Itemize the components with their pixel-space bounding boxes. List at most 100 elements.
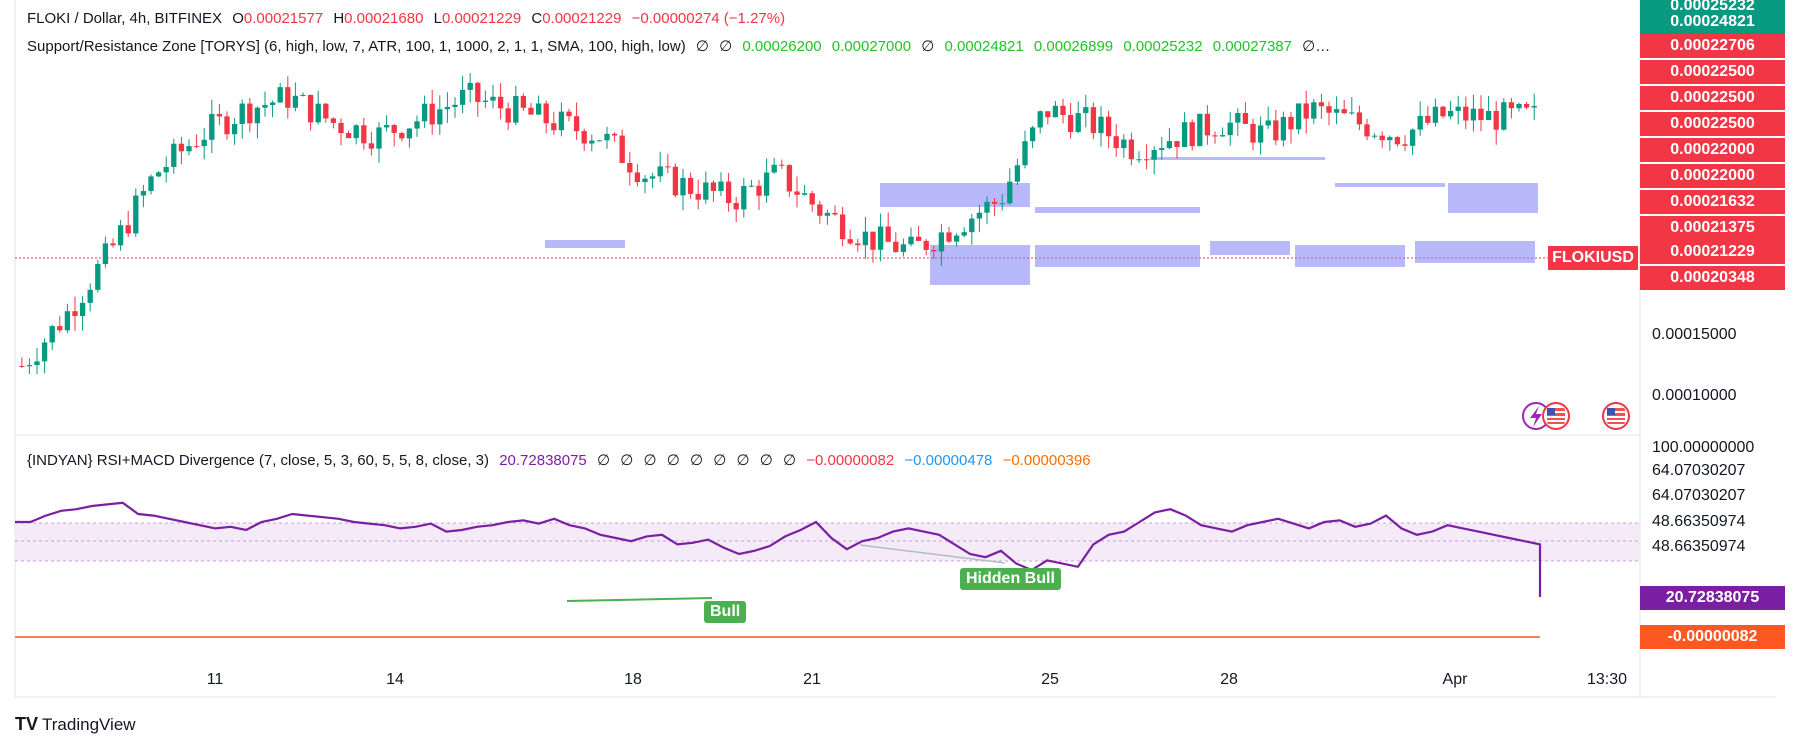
symbol-tag: FLOKIUSD xyxy=(1548,246,1638,270)
candle-body xyxy=(315,103,321,123)
ohlc-high: H0.00021680 xyxy=(333,10,424,27)
candle-body xyxy=(1212,135,1218,137)
candle-body xyxy=(1440,106,1446,117)
sr-zone xyxy=(880,183,1030,207)
candle-body xyxy=(497,96,504,109)
candle-body xyxy=(741,185,747,210)
candle-body xyxy=(34,361,40,366)
candle-body xyxy=(862,231,869,246)
candle-body xyxy=(1007,181,1013,204)
candle-body xyxy=(627,162,633,173)
candle-body xyxy=(839,214,846,240)
indicator2-legend[interactable]: {INDYAN} RSI+MACD Divergence (7, close, … xyxy=(27,452,1091,469)
candle-body xyxy=(513,95,519,123)
candle-body xyxy=(1295,103,1302,130)
candle-body xyxy=(1105,116,1112,137)
price-badge: 0.00022000 xyxy=(1640,164,1785,188)
candle-body xyxy=(1280,116,1287,141)
candle-body xyxy=(1516,104,1522,109)
candle-body xyxy=(573,116,580,132)
candle-body xyxy=(817,204,823,216)
candle-body xyxy=(1364,124,1370,137)
candle-body xyxy=(953,235,960,242)
candle-body xyxy=(338,122,344,134)
candle-body xyxy=(1523,104,1530,108)
symbol-legend[interactable]: FLOKI / Dollar, 4h, BITFINEX O0.00021577… xyxy=(27,10,791,27)
candle-body xyxy=(353,125,359,139)
candle-body xyxy=(680,177,686,196)
time-tick: 25 xyxy=(1041,671,1059,688)
candle-body xyxy=(452,104,458,108)
sr-zone xyxy=(930,245,1030,285)
candle-body xyxy=(1067,114,1074,132)
us-flag-icon[interactable] xyxy=(1602,402,1630,430)
candle-body xyxy=(1447,110,1454,117)
candle-body xyxy=(1098,116,1104,134)
candle-body xyxy=(1508,102,1515,109)
candle-body xyxy=(1326,106,1332,113)
candle-body xyxy=(1387,137,1393,141)
candle-body xyxy=(216,113,223,117)
sr-zone xyxy=(1415,241,1535,263)
candle-body xyxy=(1037,111,1043,128)
candle-body xyxy=(467,82,473,90)
candle-body xyxy=(1371,135,1378,137)
candle-body xyxy=(999,203,1005,205)
candle-body xyxy=(877,226,884,250)
indicator1-legend[interactable]: Support/Resistance Zone [TORYS] (6, high… xyxy=(27,38,1331,55)
candle-body xyxy=(1356,112,1363,125)
candle-body xyxy=(543,103,549,124)
candle-body xyxy=(133,195,139,234)
us-flag-icon[interactable] xyxy=(1542,402,1570,430)
candle-body xyxy=(1333,109,1340,113)
candle-body xyxy=(794,191,800,195)
candle-body xyxy=(801,193,808,195)
ohlc-low: L0.00021229 xyxy=(433,10,522,27)
candle-body xyxy=(718,181,724,191)
candle-body xyxy=(1227,122,1233,136)
candle-body xyxy=(224,116,230,135)
hidden-bull-divergence-line xyxy=(859,544,1006,564)
candle-body xyxy=(1083,107,1089,114)
candle-body xyxy=(1159,148,1165,151)
candle-body xyxy=(1029,127,1036,142)
price-badge: 0.00022000 xyxy=(1640,138,1785,162)
candle-body xyxy=(589,140,595,144)
candle-body xyxy=(1493,110,1499,130)
candle-body xyxy=(19,365,25,367)
candle-body xyxy=(703,182,709,200)
candle-body xyxy=(376,127,382,149)
candle-body xyxy=(1250,123,1256,143)
candle-body xyxy=(1090,107,1097,134)
indicator1-title: Support/Resistance Zone [TORYS] (6, high… xyxy=(27,38,686,55)
time-tick: 28 xyxy=(1220,671,1238,688)
candle-body xyxy=(391,125,397,133)
candle-body xyxy=(991,201,998,204)
candle-body xyxy=(687,177,694,194)
candle-body xyxy=(931,249,937,252)
candle-body xyxy=(923,240,929,250)
candle-body xyxy=(1273,120,1279,141)
time-tick: 21 xyxy=(803,671,821,688)
candle-body xyxy=(1136,159,1142,161)
candle-body xyxy=(779,164,785,166)
candle-body xyxy=(893,241,899,252)
candle-body xyxy=(406,128,413,139)
candle-body xyxy=(1052,105,1059,118)
candle-body xyxy=(1189,122,1195,147)
candle-body xyxy=(649,176,656,179)
price-badge: 0.00022500 xyxy=(1640,112,1785,136)
candle-body xyxy=(809,193,815,205)
candle-body xyxy=(1394,137,1401,145)
candle-body xyxy=(832,212,838,215)
candle-body xyxy=(1485,110,1492,121)
tradingview-logo[interactable]: TV TradingView xyxy=(15,714,136,735)
candle-body xyxy=(186,146,192,152)
rsi-axis-label: 64.07030207 xyxy=(1652,487,1746,504)
candle-body xyxy=(1075,113,1081,132)
price-badge: 0.00022706 xyxy=(1640,34,1785,58)
price-tick: 0.00015000 xyxy=(1652,326,1737,343)
candle-body xyxy=(1060,105,1066,115)
candle-body xyxy=(178,143,185,152)
